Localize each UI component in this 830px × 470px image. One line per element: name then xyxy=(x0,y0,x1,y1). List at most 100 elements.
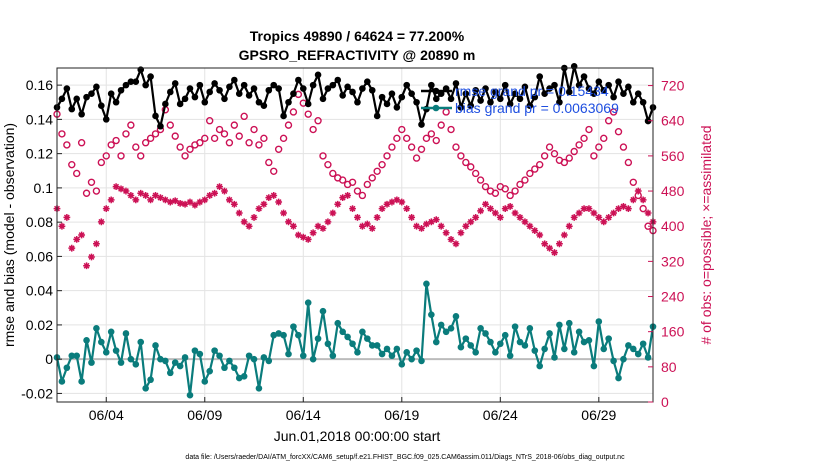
assimilated-point xyxy=(196,198,204,206)
assimilated-point xyxy=(531,227,539,235)
assimilated-point xyxy=(152,192,159,199)
y-tick-label-left: 0.16 xyxy=(26,77,53,93)
bias-point xyxy=(349,340,356,348)
assimilated-point xyxy=(388,198,396,206)
bias-point xyxy=(472,349,479,356)
assimilated-point xyxy=(551,249,558,256)
bias-point xyxy=(78,378,85,385)
bias-point xyxy=(107,328,115,336)
assimilated-series xyxy=(53,183,657,270)
assimilated-point xyxy=(97,218,105,226)
rmse-point xyxy=(344,83,351,91)
y-tick-label-left: 0.04 xyxy=(26,283,53,299)
rmse-point xyxy=(378,93,386,101)
rmse-point xyxy=(506,100,514,108)
bias-point xyxy=(245,352,253,360)
bias-point xyxy=(541,345,548,353)
assimilated-point xyxy=(344,192,352,199)
assimilated-point xyxy=(620,203,627,210)
rmse-point xyxy=(625,83,632,91)
possible-point xyxy=(388,143,396,151)
bias-point xyxy=(413,347,420,354)
possible-point xyxy=(511,187,519,195)
legend-rmse-marker xyxy=(432,87,440,95)
rmse-point xyxy=(235,90,243,97)
rmse-point xyxy=(452,80,460,87)
x-tick-label: 06/29 xyxy=(581,407,616,423)
assimilated-point xyxy=(112,183,120,191)
rmse-point xyxy=(98,102,105,109)
assimilated-point xyxy=(73,235,81,243)
bias-point xyxy=(162,357,169,365)
assimilated-point xyxy=(147,196,154,204)
possible-point xyxy=(255,141,263,149)
assimilated-point xyxy=(447,235,455,243)
rmse-point xyxy=(364,78,371,86)
rmse-point xyxy=(324,85,332,92)
possible-point xyxy=(565,154,573,162)
bias-point xyxy=(63,364,71,372)
bias-point xyxy=(432,338,440,346)
possible-point xyxy=(196,139,204,147)
bias-point xyxy=(58,378,66,385)
possible-point xyxy=(122,130,130,138)
possible-point xyxy=(289,108,298,116)
rmse-point xyxy=(457,104,465,111)
assimilated-point xyxy=(127,192,135,199)
assimilated-point xyxy=(339,194,347,202)
bias-point xyxy=(442,328,450,336)
assimilated-point xyxy=(230,200,238,208)
assimilated-point xyxy=(280,209,287,217)
possible-point xyxy=(270,167,278,175)
rmse-point xyxy=(570,62,578,70)
assimilated-point xyxy=(93,240,100,248)
assimilated-point xyxy=(290,222,297,230)
rmse-point xyxy=(546,85,553,92)
possible-point xyxy=(545,143,554,151)
rmse-point xyxy=(511,90,519,97)
rmse-point xyxy=(142,81,149,89)
bias-point xyxy=(590,362,598,370)
possible-point xyxy=(141,139,150,147)
possible-point xyxy=(225,139,234,147)
rmse-point xyxy=(299,85,307,92)
possible-point xyxy=(437,121,445,129)
possible-point xyxy=(368,174,376,182)
bias-point xyxy=(457,343,465,351)
possible-point xyxy=(575,141,583,149)
rmse-point xyxy=(408,90,415,97)
assimilated-point xyxy=(413,222,420,230)
possible-point xyxy=(176,143,184,151)
rmse-point xyxy=(112,98,120,106)
rmse-point xyxy=(176,100,184,108)
bias-point xyxy=(462,335,470,342)
bias-point xyxy=(546,330,553,337)
bias-point xyxy=(176,362,184,370)
assimilated-point xyxy=(294,231,302,239)
bias-point xyxy=(285,350,292,358)
bias-point xyxy=(295,331,302,339)
rmse-point xyxy=(226,83,233,91)
rmse-point xyxy=(477,97,484,104)
rmse-point xyxy=(575,81,583,89)
assimilated-point xyxy=(556,240,563,248)
bias-point xyxy=(166,369,174,377)
assimilated-point xyxy=(166,198,174,206)
assimilated-point xyxy=(624,205,632,213)
bias-point xyxy=(482,330,489,337)
rmse-point xyxy=(359,85,366,92)
bias-point xyxy=(93,325,100,332)
bias-point xyxy=(265,357,273,365)
possible-point xyxy=(338,176,347,184)
bias-point xyxy=(506,352,514,360)
assimilated-point xyxy=(363,220,371,228)
rmse-point xyxy=(393,104,401,111)
rmse-point xyxy=(157,122,164,130)
assimilated-point xyxy=(58,222,66,230)
bias-point xyxy=(565,319,573,327)
assimilated-point xyxy=(368,225,376,232)
assimilated-point xyxy=(235,209,243,217)
bias-point xyxy=(102,349,110,356)
rmse-point xyxy=(319,95,327,103)
